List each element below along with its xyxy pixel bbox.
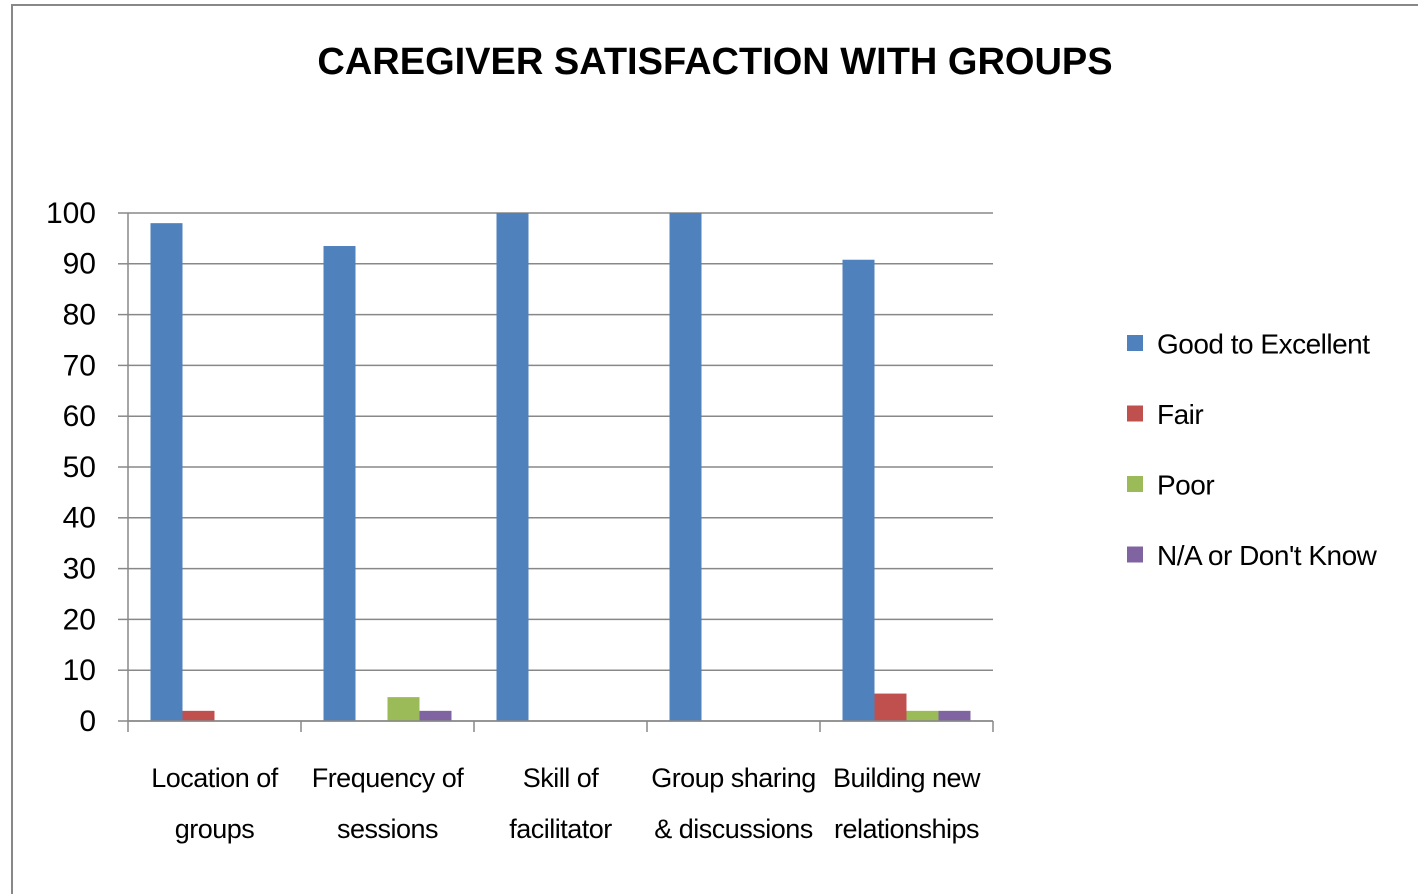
y-tick-label: 10 — [63, 654, 96, 687]
y-tick-label: 80 — [63, 299, 96, 332]
y-tick-label: 50 — [63, 451, 96, 484]
chart-border — [11, 4, 1418, 894]
bar — [938, 710, 971, 721]
bar — [387, 697, 420, 721]
y-tick-label: 70 — [63, 349, 96, 382]
y-tick-label: 60 — [63, 400, 96, 433]
x-tick-label: Group sharing & discussions — [651, 763, 816, 844]
legend-label: Poor — [1157, 469, 1214, 500]
y-tick-label: 100 — [46, 197, 96, 230]
y-tick-label: 0 — [79, 705, 96, 738]
x-tick-label: Frequency of sessions — [311, 763, 464, 844]
legend-swatch — [1127, 405, 1143, 422]
x-tick-label: Building new relationships — [832, 763, 981, 844]
legend-label: Fair — [1157, 399, 1203, 430]
x-tick-label: Skill of facilitator — [509, 763, 612, 844]
legend-swatch — [1127, 335, 1143, 351]
y-tick-label: 90 — [63, 248, 96, 281]
legend-label: Good to Excellent — [1157, 328, 1370, 359]
legend-swatch — [1127, 476, 1143, 492]
bar — [150, 223, 183, 721]
chart-title: CAREGIVER SATISFACTION WITH GROUPS — [317, 41, 1112, 83]
bar — [419, 710, 452, 721]
y-tick-label: 40 — [63, 502, 96, 535]
bar — [669, 213, 702, 721]
x-tick-label: Location of groups — [151, 763, 278, 844]
y-tick-label: 30 — [63, 553, 96, 586]
legend-label: N/A or Don't Know — [1157, 540, 1378, 571]
bar — [182, 710, 215, 721]
bar — [323, 246, 356, 721]
bar — [496, 213, 529, 721]
bar — [842, 259, 875, 721]
bar — [874, 693, 907, 721]
bar — [906, 710, 939, 721]
y-tick-label: 20 — [63, 603, 96, 636]
legend-swatch — [1127, 546, 1143, 563]
